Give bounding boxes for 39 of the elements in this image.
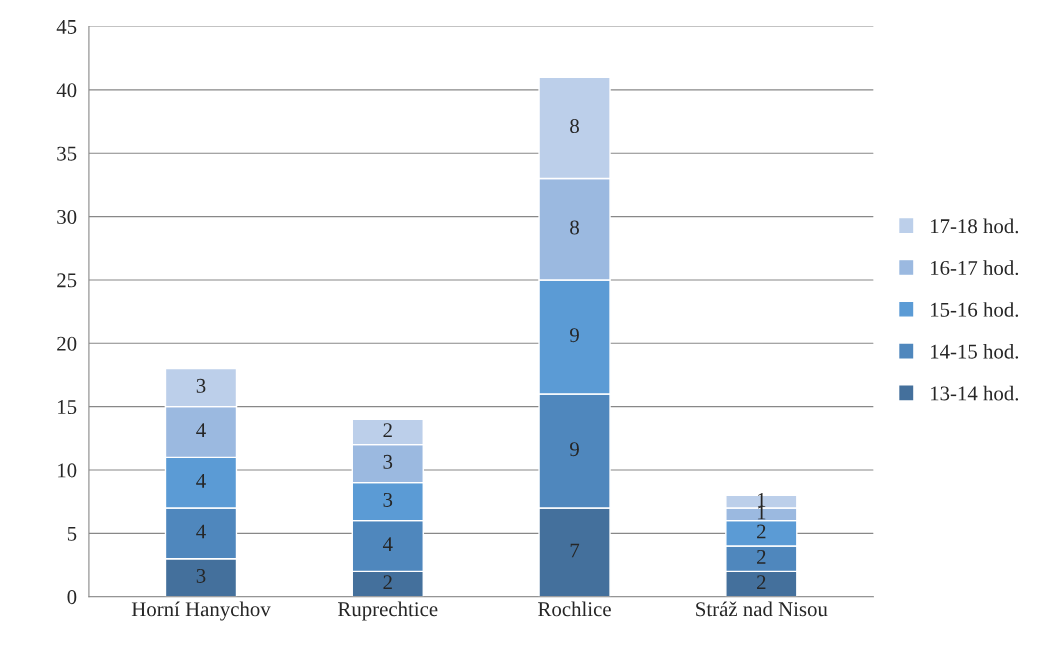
y-tick-label: 5 [67, 526, 77, 541]
y-tick-label: 35 [57, 146, 77, 161]
y-tick-label: 20 [57, 336, 77, 351]
x-tick-label: Horní Hanychov [131, 601, 271, 621]
data-label: 2 [757, 524, 766, 539]
data-label: 3 [383, 492, 393, 507]
data-label: 1 [757, 505, 766, 520]
data-label: 2 [383, 575, 392, 590]
data-label: 3 [196, 378, 206, 393]
x-tick-label: Stráž nad Nisou [696, 601, 828, 617]
y-tick-label: 10 [58, 463, 77, 478]
legend-label: 15-16 hod. [931, 302, 1019, 317]
y-tick-label: 15 [58, 400, 77, 415]
data-label: 9 [570, 442, 579, 457]
data-label: 4 [196, 524, 206, 539]
data-label: 3 [196, 568, 206, 583]
x-tick-label: Ruprechtice [338, 601, 438, 621]
legend-label: 14-15 hod. [931, 343, 1019, 359]
data-label: 4 [196, 473, 206, 488]
x-tick-label: Rochlice [538, 601, 611, 617]
data-label: 3 [383, 454, 393, 469]
y-tick-label: 25 [57, 273, 77, 288]
data-label: 8 [570, 119, 579, 134]
data-label: 4 [382, 537, 393, 552]
y-tick-label: 40 [56, 83, 77, 98]
data-label: 2 [383, 423, 392, 437]
data-label: 9 [570, 328, 579, 343]
legend-label: 13-14 hod. [931, 385, 1019, 401]
y-tick-label: 45 [56, 20, 77, 34]
data-label: 1 [757, 492, 766, 507]
legend-label: 16-17 hod. [931, 260, 1019, 276]
data-label: 7 [570, 543, 580, 558]
data-label: 4 [196, 423, 206, 437]
y-tick-label: 0 [67, 590, 77, 605]
y-tick-label: 30 [57, 209, 77, 225]
data-label: 8 [570, 220, 579, 235]
data-label: 2 [757, 575, 766, 590]
data-label: 2 [757, 549, 766, 564]
legend-label: 17-18 hod. [931, 218, 1019, 234]
